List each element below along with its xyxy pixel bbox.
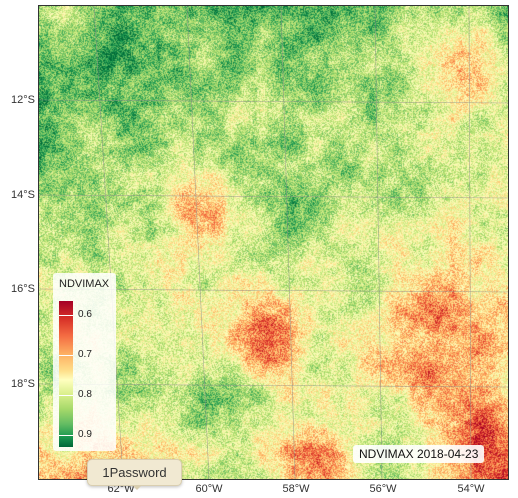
lon-label-56w: 56°W	[369, 483, 397, 495]
legend-tick	[59, 395, 73, 396]
legend-color-bar	[59, 301, 73, 447]
lat-label-16s: 16°S	[11, 283, 35, 295]
date-label: NDVIMAX 2018-04-23	[353, 445, 485, 463]
lat-label-12s: 12°S	[11, 94, 35, 106]
legend-label-0-9: 0.9	[78, 429, 92, 440]
legend-label-0-6: 0.6	[78, 309, 92, 320]
lon-label-58w: 58°W	[282, 483, 310, 495]
legend-tick	[59, 355, 73, 356]
lat-label-14s: 14°S	[11, 189, 35, 201]
legend-title: NDVIMAX	[59, 278, 110, 290]
legend-label-0-8: 0.8	[78, 389, 92, 400]
lat-label-18s: 18°S	[11, 378, 35, 390]
password-manager-popup[interactable]: 1Password	[87, 459, 182, 490]
legend-tick	[59, 435, 73, 436]
legend: NDVIMAX 0.6 0.7 0.8 0.9	[53, 273, 116, 451]
legend-label-0-7: 0.7	[78, 349, 92, 360]
lon-label-54w: 54°W	[457, 483, 485, 495]
legend-tick	[59, 315, 73, 316]
lon-label-62w: 62°W	[107, 483, 135, 495]
password-popup-label: 1Password	[102, 465, 167, 480]
lon-label-60w: 60°W	[195, 483, 223, 495]
